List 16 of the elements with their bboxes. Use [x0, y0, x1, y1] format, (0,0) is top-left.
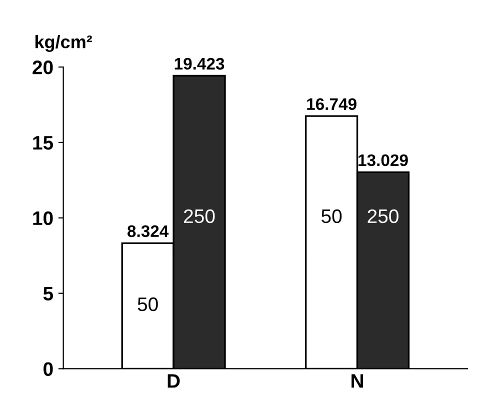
data-label: 16.749 [307, 98, 356, 110]
series-label: 250 [184, 209, 215, 224]
series-label: 50 [322, 209, 342, 224]
data-label: 13.029 [358, 154, 408, 166]
data-label: 8.324 [128, 225, 169, 238]
data-label: 19.423 [174, 58, 224, 70]
x-tick-label: N [352, 374, 363, 388]
y-tick-label: 5 [43, 286, 54, 301]
y-tick-label: 15 [33, 136, 54, 150]
text: 250 [368, 209, 398, 224]
y-tick-label: 20 [32, 60, 53, 74]
text: 50 [138, 297, 158, 312]
y-tick-label: 10 [33, 211, 53, 226]
x-tick-label: D [168, 374, 180, 388]
y-axis-title: kg/cm² [35, 35, 92, 52]
y-tick-label: 0 [44, 362, 53, 376]
